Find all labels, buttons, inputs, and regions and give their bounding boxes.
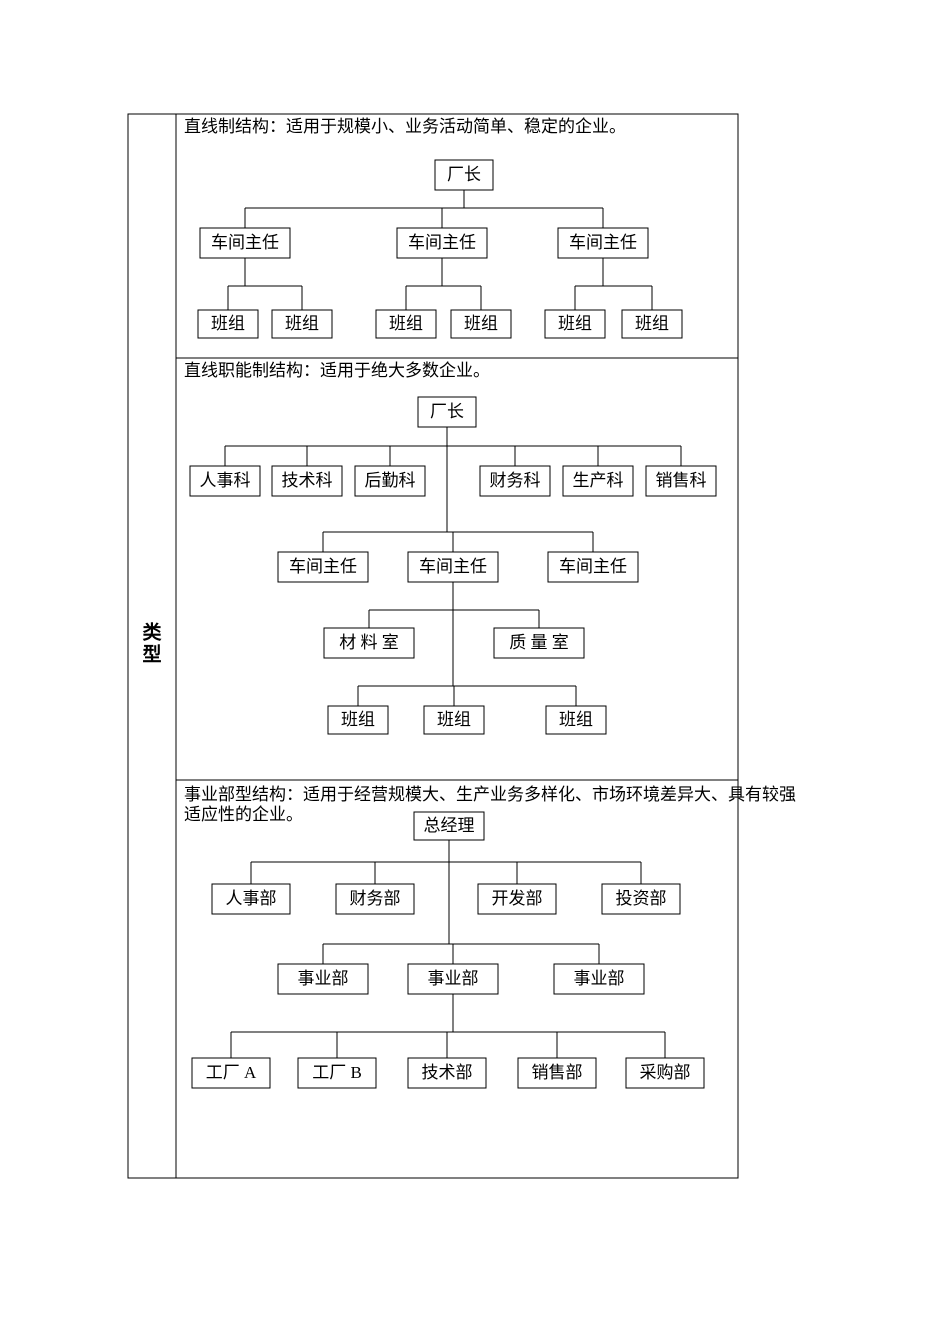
s1-mid_l-label: 车间主任 (211, 233, 279, 252)
s1-top-label: 厂长 (447, 165, 481, 184)
s3-d2-label: 财务部 (350, 889, 401, 908)
s3-b3-label: 技术部 (422, 1063, 473, 1082)
s1-desc: 直线制结构：适用于规模小、业务活动简单、稳定的企业。 (184, 117, 626, 136)
s2-b2-label: 班组 (437, 710, 471, 729)
s3-desc2: 适应性的企业。 (184, 805, 303, 824)
s1-b5-label: 班组 (558, 314, 592, 333)
org-structure-diagram: 类型直线制结构：适用于规模小、业务活动简单、稳定的企业。厂长车间主任车间主任车间… (0, 0, 950, 1344)
side-label-2: 型 (142, 642, 161, 665)
s1-mid_r-label: 车间主任 (569, 233, 637, 252)
s1-b4-label: 班组 (464, 314, 498, 333)
s2-d1-label: 人事科 (200, 471, 251, 490)
s2-d5-label: 生产科 (573, 471, 624, 490)
s1-b6-label: 班组 (635, 314, 669, 333)
s2-s_r-label: 质 量 室 (509, 633, 569, 652)
s3-m_l-label: 事业部 (298, 969, 349, 988)
s1-b2-label: 班组 (285, 314, 319, 333)
s1-b1-label: 班组 (211, 314, 245, 333)
s3-b1-label: 工厂 A (206, 1063, 257, 1082)
s3-b5-label: 采购部 (640, 1063, 691, 1082)
s3-top-label: 总经理 (424, 816, 475, 835)
s3-m_c-label: 事业部 (428, 969, 479, 988)
s3-d1-label: 人事部 (226, 889, 277, 908)
s2-m_l-label: 车间主任 (289, 557, 357, 576)
s2-top-label: 厂长 (430, 402, 464, 421)
s3-b4-label: 销售部 (532, 1063, 583, 1082)
s2-d6-label: 销售科 (656, 471, 707, 490)
s2-d2-label: 技术科 (282, 471, 333, 490)
s2-desc: 直线职能制结构：适用于绝大多数企业。 (184, 361, 490, 380)
outer-frame (128, 114, 738, 1178)
side-label-1: 类 (142, 620, 161, 643)
s3-d4-label: 投资部 (616, 889, 667, 908)
s2-m_c-label: 车间主任 (419, 557, 487, 576)
s3-m_r-label: 事业部 (574, 969, 625, 988)
s1-mid_c-label: 车间主任 (408, 233, 476, 252)
s1-b3-label: 班组 (389, 314, 423, 333)
s2-d4-label: 财务科 (490, 471, 541, 490)
s2-d3-label: 后勤科 (365, 471, 416, 490)
s3-d3-label: 开发部 (492, 889, 543, 908)
s3-b2-label: 工厂 B (312, 1063, 362, 1082)
s3-desc1: 事业部型结构：适用于经营规模大、生产业务多样化、市场环境差异大、具有较强 (184, 785, 796, 804)
s2-b1-label: 班组 (341, 710, 375, 729)
s2-m_r-label: 车间主任 (559, 557, 627, 576)
s2-s_l-label: 材 料 室 (339, 633, 399, 652)
s2-b3-label: 班组 (559, 710, 593, 729)
